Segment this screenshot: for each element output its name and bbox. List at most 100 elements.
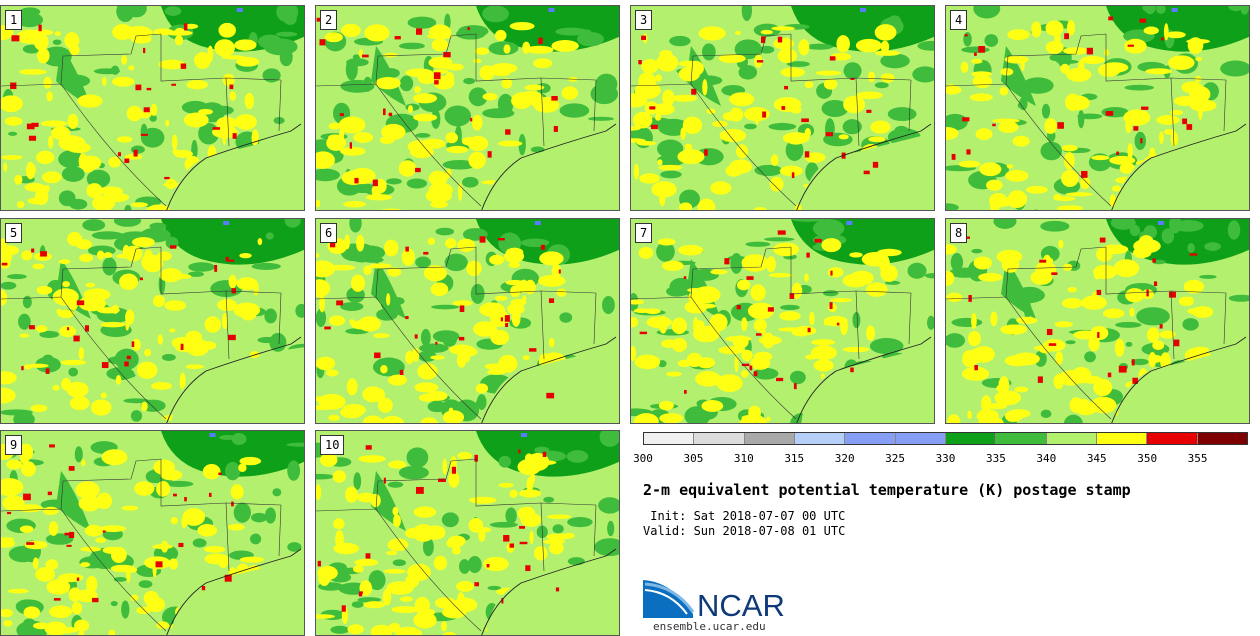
green-patch — [349, 219, 362, 233]
green-patch — [530, 146, 545, 153]
yellow-patch — [442, 606, 467, 619]
green-patch — [82, 219, 106, 232]
yellow-patch — [35, 325, 48, 333]
yellow-patch — [655, 74, 663, 82]
yellow-patch — [84, 524, 103, 537]
yellow-patch — [1127, 143, 1133, 160]
green-patch — [1040, 141, 1063, 161]
yellow-patch — [46, 579, 71, 595]
yellow-patch — [30, 404, 48, 412]
red-spot — [784, 85, 789, 90]
green-patch — [763, 237, 795, 242]
red-spot — [433, 72, 441, 80]
green-patch — [407, 16, 437, 29]
green-patch — [1125, 341, 1133, 347]
north-dark-field — [161, 431, 304, 477]
state-borders — [316, 246, 597, 420]
stamp-number-label: 9 — [5, 435, 23, 455]
stamp-panel: 8 — [945, 218, 1250, 424]
stamp-number-label: 10 — [320, 435, 345, 455]
green-patch — [124, 204, 132, 210]
green-patch — [1124, 84, 1155, 91]
green-patch — [353, 472, 362, 490]
yellow-patch — [204, 553, 228, 565]
yellow-patch — [748, 405, 762, 421]
yellow-patch — [1053, 373, 1064, 390]
yellow-patch — [405, 527, 422, 539]
red-spot — [38, 24, 42, 32]
red-spot — [479, 236, 486, 243]
yellow-patch — [363, 265, 372, 276]
yellow-patch — [158, 59, 185, 70]
yellow-patch — [202, 463, 221, 480]
yellow-patch — [78, 495, 101, 512]
yellow-patch — [85, 282, 96, 288]
colorbar-segment — [644, 433, 695, 444]
red-spot — [1127, 44, 1134, 47]
yellow-patch — [701, 400, 724, 412]
red-spot — [140, 133, 148, 136]
green-patch — [1129, 225, 1141, 237]
green-patch — [295, 303, 304, 318]
yellow-patch — [398, 160, 417, 177]
green-patch — [1240, 6, 1249, 15]
yellow-patch — [548, 337, 555, 348]
yellow-patch — [4, 116, 23, 126]
red-spot — [415, 28, 423, 35]
yellow-patch — [1016, 316, 1038, 325]
yellow-patch — [798, 39, 810, 56]
yellow-patch — [67, 113, 79, 130]
red-spot — [28, 135, 37, 141]
colorbar-tick-label: 340 — [1036, 452, 1057, 465]
lake — [521, 433, 528, 437]
yellow-patch — [865, 282, 888, 297]
red-spot — [21, 366, 24, 371]
yellow-patch — [132, 237, 155, 248]
yellow-patch — [405, 350, 414, 365]
lake — [1157, 221, 1164, 225]
yellow-patch — [401, 248, 415, 266]
green-patch — [130, 145, 145, 154]
yellow-patch — [855, 91, 883, 100]
green-patch — [843, 62, 862, 80]
green-patch — [398, 42, 425, 50]
red-spot — [1152, 258, 1156, 263]
stamp-number-label: 2 — [320, 10, 338, 30]
yellow-patch — [827, 267, 844, 278]
state-borders — [946, 246, 1227, 420]
yellow-patch — [1159, 330, 1176, 339]
yellow-patch — [1080, 176, 1091, 190]
green-patch — [125, 6, 147, 18]
green-patch — [482, 6, 509, 23]
yellow-patch — [144, 348, 152, 357]
yellow-patch — [6, 459, 23, 470]
gulf-water — [171, 134, 304, 210]
green-patch — [1161, 228, 1175, 244]
yellow-patch — [693, 317, 699, 334]
yellow-patch — [631, 93, 648, 108]
yellow-patch — [1198, 103, 1203, 120]
green-patch — [233, 502, 251, 523]
red-spot — [1118, 365, 1127, 373]
red-spot — [117, 152, 121, 157]
yellow-patch — [182, 508, 206, 526]
red-spot — [31, 248, 35, 253]
red-spot — [173, 493, 177, 497]
green-patch — [140, 123, 148, 140]
red-spot — [317, 560, 321, 567]
red-spot — [135, 84, 142, 91]
yellow-patch — [68, 587, 82, 602]
yellow-patch — [7, 588, 29, 594]
yellow-patch — [388, 460, 407, 469]
green-patch — [269, 332, 287, 352]
red-spot — [804, 151, 810, 158]
yellow-patch — [1, 538, 16, 548]
yellow-patch — [32, 622, 50, 630]
green-patch — [110, 65, 120, 75]
green-patch — [1063, 414, 1083, 423]
yellow-patch — [251, 129, 259, 147]
yellow-patch — [534, 456, 545, 468]
green-patch — [351, 601, 364, 608]
green-patch — [1169, 219, 1182, 234]
yellow-patch — [44, 621, 67, 635]
